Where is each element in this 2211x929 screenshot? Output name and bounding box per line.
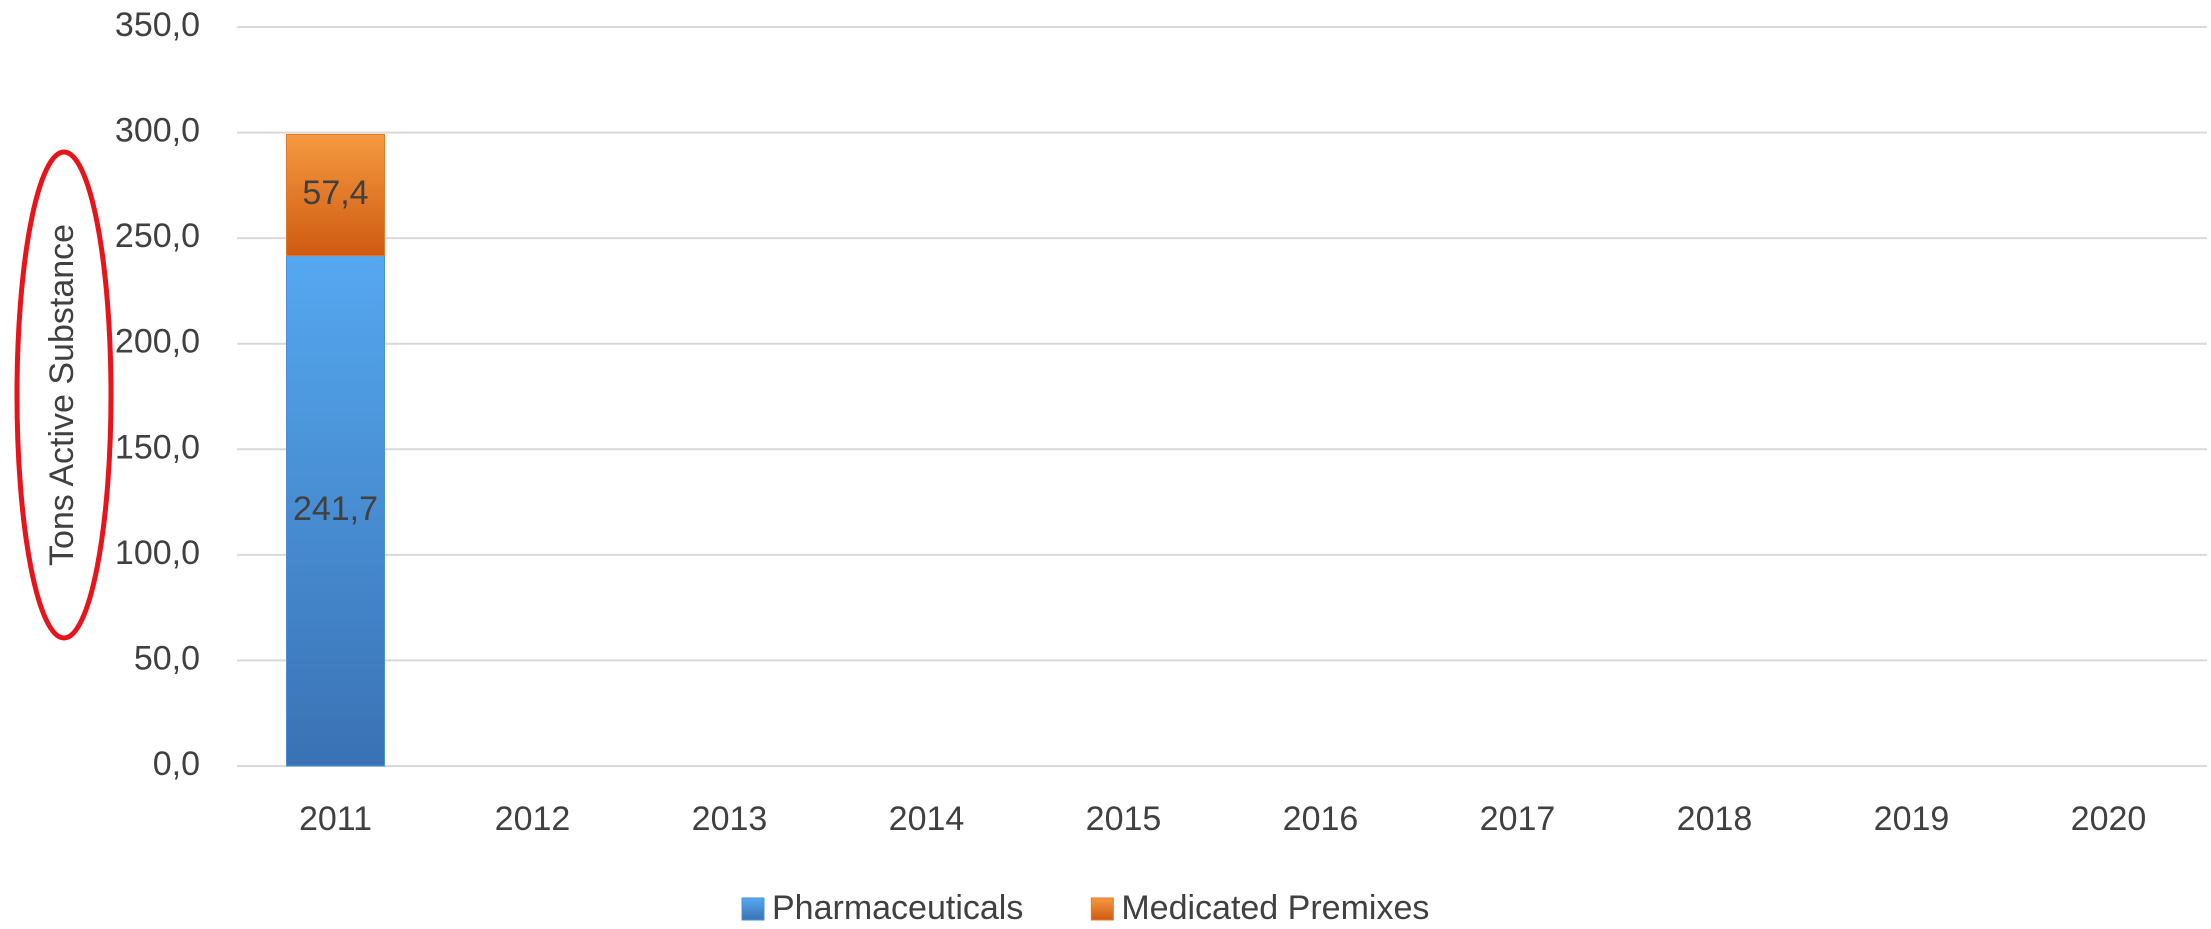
data-label: 57,4 (302, 174, 368, 212)
data-label: 241,7 (293, 490, 378, 528)
x-tick-label: 2016 (1283, 800, 1359, 838)
bar-segment (286, 255, 385, 767)
y-axis-label: Tons Active Substance (43, 224, 81, 566)
legend-swatch (741, 897, 765, 921)
y-tick-label: 150,0 (115, 428, 200, 466)
x-tick-label: 2012 (495, 800, 571, 838)
y-tick-label: 350,0 (115, 6, 200, 44)
x-tick-label: 2015 (1086, 800, 1162, 838)
y-tick-label: 50,0 (134, 639, 200, 677)
x-tick-label: 2019 (1874, 800, 1950, 838)
x-tick-label: 2020 (2071, 800, 2147, 838)
x-tick-label: 2017 (1480, 800, 1556, 838)
legend-label: Medicated Premixes (1121, 889, 1429, 927)
legend-swatch (1090, 897, 1114, 921)
annotation-ellipse (14, 149, 114, 641)
x-tick-label: 2018 (1677, 800, 1753, 838)
y-tick-label: 100,0 (115, 534, 200, 572)
y-tick-label: 300,0 (115, 112, 200, 150)
x-tick-label: 2011 (299, 800, 372, 838)
y-tick-label: 0,0 (153, 745, 200, 783)
y-tick-label: 200,0 (115, 323, 200, 361)
legend-label: Pharmaceuticals (772, 889, 1023, 927)
x-tick-label: 2014 (889, 800, 965, 838)
bar-segment (286, 133, 385, 257)
y-tick-label: 250,0 (115, 217, 200, 255)
x-tick-label: 2013 (692, 800, 768, 838)
